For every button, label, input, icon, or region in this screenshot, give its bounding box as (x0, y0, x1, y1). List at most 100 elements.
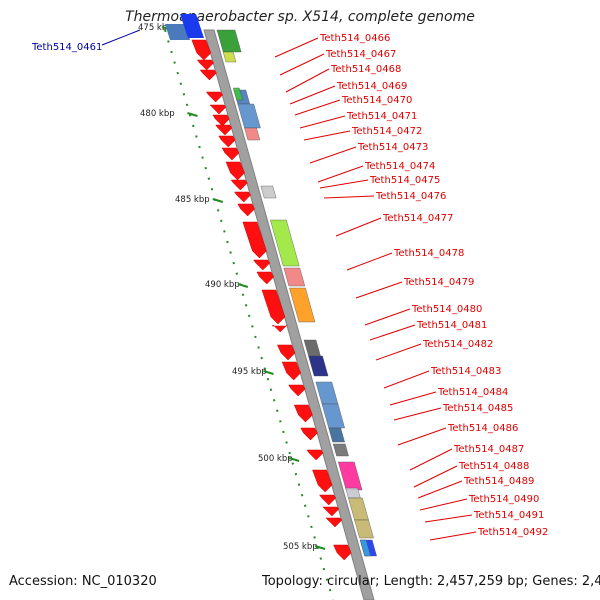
cds-arrow[interactable] (242, 221, 267, 259)
callout-line (417, 480, 463, 499)
cds-arrow[interactable] (196, 59, 214, 71)
cds-arrow[interactable] (281, 361, 301, 381)
feature-box[interactable] (328, 427, 345, 443)
gene-label[interactable]: Teth514_0480 (411, 304, 482, 315)
cds-arrow[interactable] (261, 289, 286, 325)
cds-arrow[interactable] (322, 506, 340, 517)
gene-label[interactable]: Teth514_0468 (330, 64, 401, 75)
cds-arrow[interactable] (288, 384, 306, 397)
cds-arrow[interactable] (256, 271, 275, 285)
cds-arrow[interactable] (191, 39, 212, 61)
gene-label[interactable]: Teth514_0472 (351, 126, 422, 137)
feature-box[interactable] (260, 185, 277, 199)
scale-label: 480 kbp (140, 109, 175, 119)
feature-box[interactable] (270, 219, 300, 267)
map-title: Thermoanaerobacter sp. X514, complete ge… (125, 9, 475, 25)
feature-box[interactable] (359, 539, 371, 557)
cds-arrow[interactable] (253, 259, 271, 271)
feature-box[interactable] (337, 461, 363, 491)
gene-label[interactable]: Teth514_0482 (422, 339, 493, 350)
feature-box[interactable] (348, 497, 369, 521)
cds-arrow[interactable] (221, 147, 240, 161)
gene-label[interactable]: Teth514_0473 (357, 142, 428, 153)
scale-label: 505 kbp (283, 542, 318, 552)
cds-arrow[interactable] (237, 203, 255, 217)
callout-line (279, 53, 325, 76)
feature-box[interactable] (321, 403, 345, 429)
feature-box[interactable] (332, 443, 349, 457)
cds-arrow[interactable] (306, 449, 324, 461)
gene-label[interactable]: Teth514_0477 (382, 213, 453, 224)
feature-box[interactable] (315, 381, 339, 405)
gene-label[interactable]: Teth514_0492 (477, 527, 548, 538)
callout-line (424, 514, 473, 523)
feature-box[interactable] (308, 355, 329, 377)
cds-arrow[interactable] (233, 191, 252, 203)
gene-label[interactable]: Teth514_0461 (31, 42, 102, 53)
cds-arrow[interactable] (293, 404, 313, 423)
cds-arrow[interactable] (225, 161, 245, 181)
callout-line (389, 391, 437, 406)
gene-label[interactable]: Teth514_0484 (437, 387, 508, 398)
callout-line (285, 68, 330, 93)
gene-label[interactable]: Teth514_0470 (341, 95, 412, 106)
scale-label: 495 kbp (232, 367, 267, 377)
feature-box[interactable] (237, 103, 261, 129)
feature-box[interactable] (303, 339, 321, 357)
scale-tick (212, 198, 224, 203)
gene-label[interactable]: Teth514_0467 (325, 49, 396, 60)
scale-tick (187, 112, 198, 117)
gene-label[interactable]: Teth514_0474 (364, 161, 435, 172)
gene-label[interactable]: Teth514_0483 (430, 366, 501, 377)
callout-line (419, 498, 468, 511)
feature-box[interactable] (244, 127, 261, 141)
gene-label[interactable]: Teth514_0478 (393, 248, 464, 259)
gene-label[interactable]: Teth514_0490 (468, 494, 539, 505)
cds-arrow[interactable] (333, 544, 352, 561)
gene-label[interactable]: Teth514_0489 (463, 476, 534, 487)
gene-label[interactable]: Teth514_0479 (403, 277, 474, 288)
callout-line (335, 217, 382, 237)
feature-box[interactable] (345, 487, 361, 499)
gene-label[interactable]: Teth514_0487 (453, 444, 524, 455)
feature-box[interactable] (180, 14, 204, 38)
scale-label: 490 kbp (205, 280, 240, 290)
gene-label[interactable]: Teth514_0476 (375, 191, 446, 202)
gene-label[interactable]: Teth514_0485 (442, 403, 513, 414)
cds-arrow[interactable] (218, 135, 236, 148)
callout-line (319, 179, 369, 189)
dotted-track-line (164, 29, 334, 600)
feature-box[interactable] (216, 29, 242, 53)
cds-arrow[interactable] (215, 124, 233, 136)
cds-arrow[interactable] (319, 494, 337, 506)
gene-label[interactable]: Teth514_0471 (346, 111, 417, 122)
genome-backbone (203, 29, 375, 600)
feature-box[interactable] (165, 24, 190, 40)
cds-arrow[interactable] (230, 179, 248, 191)
cds-arrow[interactable] (300, 427, 318, 441)
feature-box[interactable] (233, 87, 243, 101)
cds-arrow[interactable] (312, 469, 333, 493)
feature-box[interactable] (222, 51, 237, 63)
callout-line (323, 195, 375, 199)
feature-box[interactable] (289, 287, 316, 323)
feature-box[interactable] (283, 267, 306, 287)
cds-arrow[interactable] (209, 104, 227, 115)
gene-label[interactable]: Teth514_0475 (369, 175, 440, 186)
gene-label[interactable]: Teth514_0486 (447, 423, 518, 434)
cds-arrow[interactable] (205, 91, 223, 103)
cds-arrow[interactable] (271, 324, 288, 333)
cds-arrow[interactable] (212, 114, 230, 127)
cds-arrow[interactable] (277, 344, 296, 361)
feature-box[interactable] (354, 519, 374, 539)
callout-line (303, 130, 351, 141)
cds-arrow[interactable] (325, 517, 343, 528)
cds-arrow[interactable] (199, 69, 217, 81)
callout-line (317, 165, 364, 183)
gene-label[interactable]: Teth514_0488 (458, 461, 529, 472)
gene-label[interactable]: Teth514_0466 (319, 33, 390, 44)
gene-label[interactable]: Teth514_0469 (336, 81, 407, 92)
gene-label[interactable]: Teth514_0481 (416, 320, 487, 331)
gene-label[interactable]: Teth514_0491 (473, 510, 544, 521)
